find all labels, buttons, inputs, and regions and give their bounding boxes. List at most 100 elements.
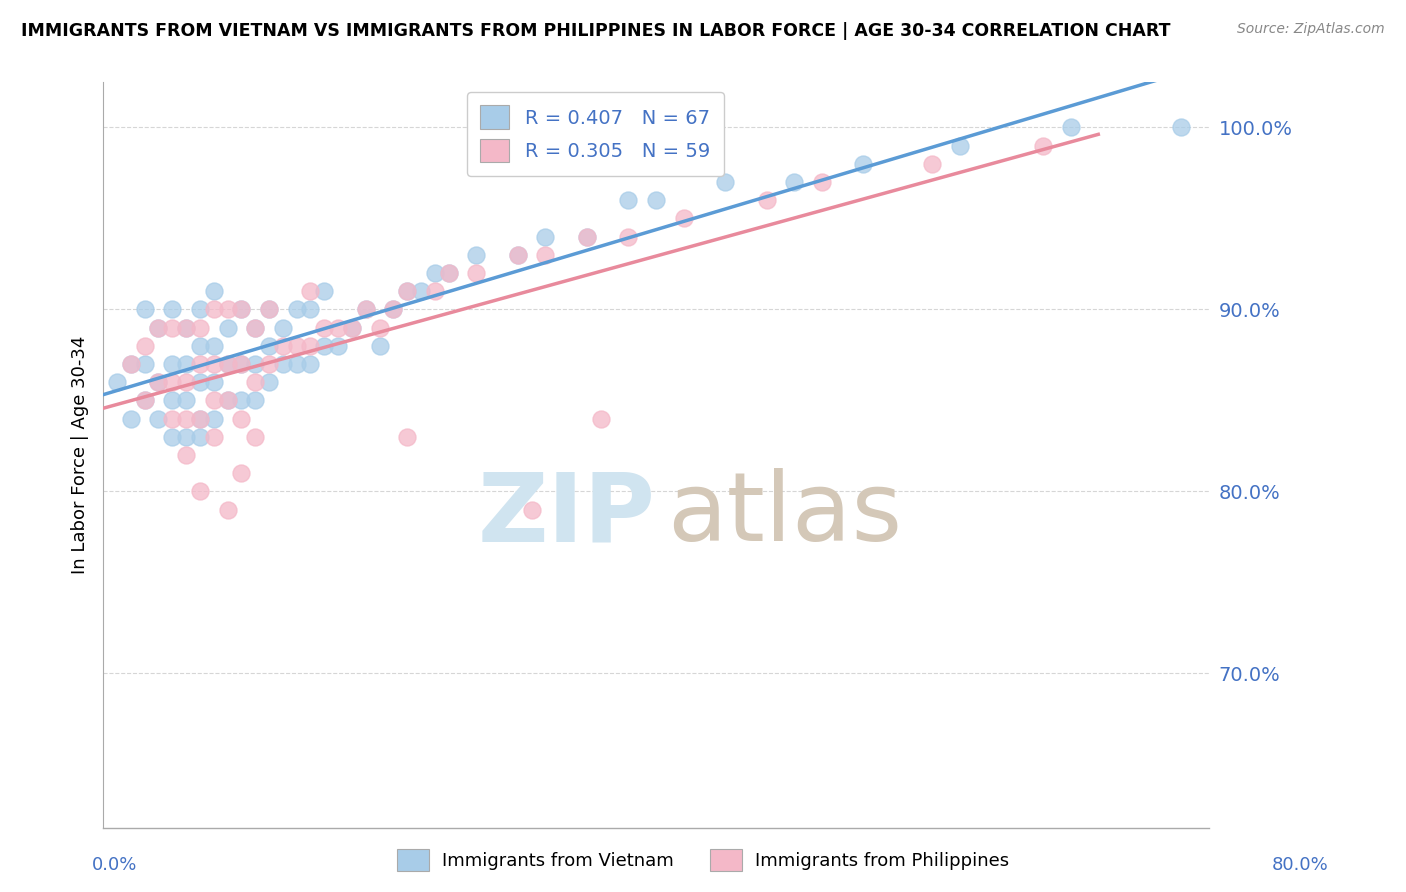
Point xyxy=(120,357,142,371)
Point xyxy=(231,466,253,480)
Point xyxy=(174,375,197,389)
Point xyxy=(148,411,170,425)
Point xyxy=(755,193,778,207)
Point xyxy=(202,357,225,371)
Point xyxy=(534,248,557,262)
Point xyxy=(672,211,695,226)
Text: 0.0%: 0.0% xyxy=(91,855,136,873)
Point xyxy=(257,339,280,353)
Point xyxy=(783,175,806,189)
Point xyxy=(396,430,419,444)
Point xyxy=(257,357,280,371)
Point xyxy=(162,320,184,334)
Point xyxy=(243,320,266,334)
Point xyxy=(217,393,239,408)
Point xyxy=(202,302,225,317)
Text: ZIP: ZIP xyxy=(478,468,657,561)
Point xyxy=(465,266,488,280)
Point xyxy=(217,357,239,371)
Point xyxy=(202,375,225,389)
Point xyxy=(134,393,156,408)
Point xyxy=(368,320,391,334)
Point xyxy=(162,393,184,408)
Point xyxy=(314,284,336,298)
Point xyxy=(148,320,170,334)
Point xyxy=(217,502,239,516)
Point xyxy=(326,339,349,353)
Point xyxy=(231,302,253,317)
Point xyxy=(575,229,598,244)
Point xyxy=(949,138,972,153)
Point xyxy=(382,302,405,317)
Point xyxy=(188,302,211,317)
Point xyxy=(134,393,156,408)
Point xyxy=(202,284,225,298)
Point xyxy=(162,302,184,317)
Point xyxy=(188,411,211,425)
Point xyxy=(217,393,239,408)
Point xyxy=(299,302,322,317)
Point xyxy=(299,357,322,371)
Point xyxy=(852,157,875,171)
Point xyxy=(423,284,446,298)
Point xyxy=(243,393,266,408)
Point xyxy=(188,411,211,425)
Point xyxy=(354,302,377,317)
Point xyxy=(120,357,142,371)
Point xyxy=(645,193,668,207)
Point xyxy=(231,357,253,371)
Point xyxy=(231,357,253,371)
Point xyxy=(409,284,432,298)
Point xyxy=(105,375,128,389)
Point xyxy=(271,339,294,353)
Point xyxy=(257,302,280,317)
Point xyxy=(534,229,557,244)
Y-axis label: In Labor Force | Age 30-34: In Labor Force | Age 30-34 xyxy=(72,335,89,574)
Point xyxy=(396,284,419,298)
Point xyxy=(231,393,253,408)
Point xyxy=(134,339,156,353)
Point xyxy=(148,320,170,334)
Point xyxy=(202,430,225,444)
Point xyxy=(188,375,211,389)
Point xyxy=(617,229,640,244)
Point xyxy=(465,248,488,262)
Point xyxy=(1032,138,1054,153)
Point xyxy=(340,320,363,334)
Point xyxy=(423,266,446,280)
Point xyxy=(174,320,197,334)
Text: atlas: atlas xyxy=(666,468,903,561)
Point xyxy=(188,430,211,444)
Point xyxy=(134,302,156,317)
Point xyxy=(520,502,543,516)
Text: Source: ZipAtlas.com: Source: ZipAtlas.com xyxy=(1237,22,1385,37)
Point xyxy=(202,339,225,353)
Point xyxy=(217,320,239,334)
Point xyxy=(174,357,197,371)
Text: 80.0%: 80.0% xyxy=(1272,855,1329,873)
Point xyxy=(174,430,197,444)
Point xyxy=(148,375,170,389)
Point xyxy=(217,357,239,371)
Point xyxy=(437,266,460,280)
Point xyxy=(188,320,211,334)
Point xyxy=(243,430,266,444)
Point xyxy=(1059,120,1081,135)
Point xyxy=(162,430,184,444)
Point xyxy=(188,357,211,371)
Point xyxy=(188,484,211,499)
Point xyxy=(575,229,598,244)
Point xyxy=(174,320,197,334)
Point xyxy=(162,357,184,371)
Point xyxy=(1170,120,1192,135)
Point xyxy=(231,302,253,317)
Point xyxy=(271,357,294,371)
Point xyxy=(285,339,308,353)
Point xyxy=(326,320,349,334)
Point xyxy=(271,320,294,334)
Point xyxy=(174,411,197,425)
Point xyxy=(714,175,737,189)
Point xyxy=(340,320,363,334)
Point xyxy=(506,248,529,262)
Point xyxy=(162,411,184,425)
